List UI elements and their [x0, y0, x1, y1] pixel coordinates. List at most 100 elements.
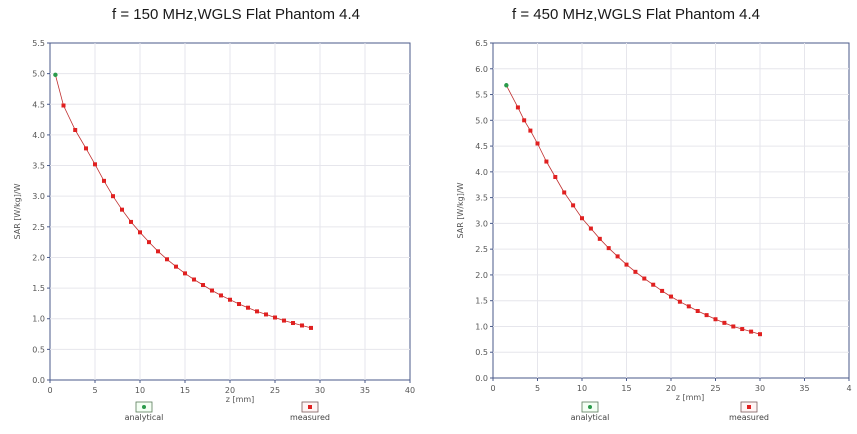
measured-point	[210, 288, 214, 293]
legend-marker-analytical	[588, 405, 592, 409]
measured-point	[515, 105, 520, 110]
measured-point	[61, 103, 66, 108]
x-tick-label: 25	[710, 384, 720, 393]
measured-point	[677, 299, 682, 304]
y-tick-label: 0.5	[475, 348, 488, 357]
x-tick-label: 35	[799, 384, 809, 393]
measured-point	[713, 317, 718, 322]
measured-point	[722, 320, 727, 325]
measured-point	[264, 312, 268, 317]
x-tick-label: 40	[405, 386, 415, 395]
measured-point	[686, 304, 691, 309]
measured-point	[544, 159, 549, 164]
measured-point	[597, 236, 602, 241]
y-tick-label: 0.5	[32, 345, 45, 354]
measured-point	[633, 269, 638, 274]
legend-marker-measured	[308, 405, 312, 409]
measured-point	[93, 162, 97, 167]
measured-point	[535, 141, 540, 146]
y-tick-label: 2.0	[475, 271, 488, 280]
y-tick-label: 3.0	[475, 219, 488, 228]
measured-point	[571, 203, 576, 208]
measured-point	[300, 323, 304, 328]
x-axis-label: z [mm]	[226, 395, 255, 404]
measured-point	[273, 315, 277, 320]
y-tick-label: 0.0	[475, 374, 488, 383]
measured-point	[129, 219, 133, 224]
measured-point	[553, 175, 558, 179]
measured-point	[174, 264, 178, 269]
measured-point	[291, 321, 295, 326]
measured-point	[651, 282, 656, 287]
x-tick-label: 5	[92, 386, 97, 395]
measured-point	[615, 254, 620, 259]
y-tick-label: 5.0	[32, 70, 45, 79]
y-tick-label: 1.0	[32, 315, 45, 324]
measured-point	[102, 178, 106, 183]
measured-point	[156, 249, 160, 254]
chart-title-right: f = 450 MHz,WGLS Flat Phantom 4.4	[512, 6, 761, 23]
measured-point	[73, 128, 78, 133]
measured-point	[255, 309, 259, 314]
y-tick-label: 3.0	[32, 192, 45, 201]
y-tick-label: 4.5	[475, 142, 488, 151]
chart-left: 0.0 0.5 1.0 1.5 2.0 2.5 3.0 3.5 4.0 4.5 5.0 5.5 0 5 10…	[13, 39, 415, 422]
y-tick-label: 3.5	[475, 194, 488, 203]
measured-point	[704, 313, 709, 318]
x-axis-label: z [mm]	[676, 393, 705, 402]
y-tick-label: 4.0	[475, 168, 488, 177]
measured-point	[192, 277, 196, 282]
measured-point	[749, 329, 754, 334]
measured-point	[111, 194, 115, 199]
x-tick-label: 20	[225, 386, 235, 395]
legend-label-analytical: analytical	[125, 413, 164, 422]
measured-point	[165, 257, 169, 262]
x-tick-label: 30	[755, 384, 765, 393]
legend-marker-analytical	[142, 405, 146, 409]
measured-point	[282, 318, 286, 323]
y-tick-label: 1.5	[32, 284, 45, 293]
y-axis-label: SAR [W/kg]/W	[456, 182, 465, 238]
y-axis-label: SAR [W/kg]/W	[13, 183, 22, 239]
measured-point	[669, 294, 673, 299]
measured-point	[183, 271, 187, 276]
legend-label-analytical: analytical	[571, 413, 610, 422]
y-tick-label: 6.0	[475, 65, 488, 74]
y-tick-label: 1.5	[475, 297, 488, 306]
measured-point	[660, 288, 665, 293]
x-tick-label: 0	[47, 386, 52, 395]
x-tick-label: 20	[666, 384, 676, 393]
x-tick-label: 30	[315, 386, 325, 395]
y-tick-label: 2.5	[475, 245, 488, 254]
x-tick-label: 10	[135, 386, 145, 395]
measured-point	[522, 118, 527, 123]
analytical-point	[53, 72, 58, 78]
x-tick-label: 15	[621, 384, 631, 393]
legend-label-measured: measured	[729, 413, 769, 422]
x-tick-label: 5	[535, 384, 540, 393]
y-tick-label: 5.5	[475, 91, 488, 100]
measured-point	[758, 332, 762, 337]
y-tick-label: 2.5	[32, 223, 45, 232]
y-tick-label: 6.5	[475, 39, 488, 48]
y-tick-label: 2.0	[32, 253, 45, 262]
measured-point	[309, 325, 313, 330]
measured-point	[740, 327, 745, 332]
y-tick-label: 5.5	[32, 39, 45, 48]
measured-point	[642, 276, 647, 281]
measured-point	[606, 246, 611, 251]
chart-title-left: f = 150 MHz,WGLS Flat Phantom 4.4	[112, 6, 361, 23]
y-tick-label: 1.0	[475, 322, 488, 331]
y-tick-label: 3.5	[32, 162, 45, 171]
x-tick-label: 25	[270, 386, 280, 395]
measured-point	[580, 216, 584, 221]
x-tick-label: 0	[490, 384, 495, 393]
y-tick-label: 4.5	[32, 100, 45, 109]
measured-point	[147, 240, 151, 245]
measured-point	[237, 302, 241, 307]
y-tick-label: 5.0	[475, 116, 488, 125]
chart-right: 0.0 0.5 1.0 1.5 2.0 2.5 3.0 3.5 4.0 4.5 5.0 5.5 6.0 6…	[456, 39, 852, 422]
x-tick-label: 15	[180, 386, 190, 395]
x-tick-label: 35	[360, 386, 370, 395]
measured-point	[246, 305, 250, 310]
